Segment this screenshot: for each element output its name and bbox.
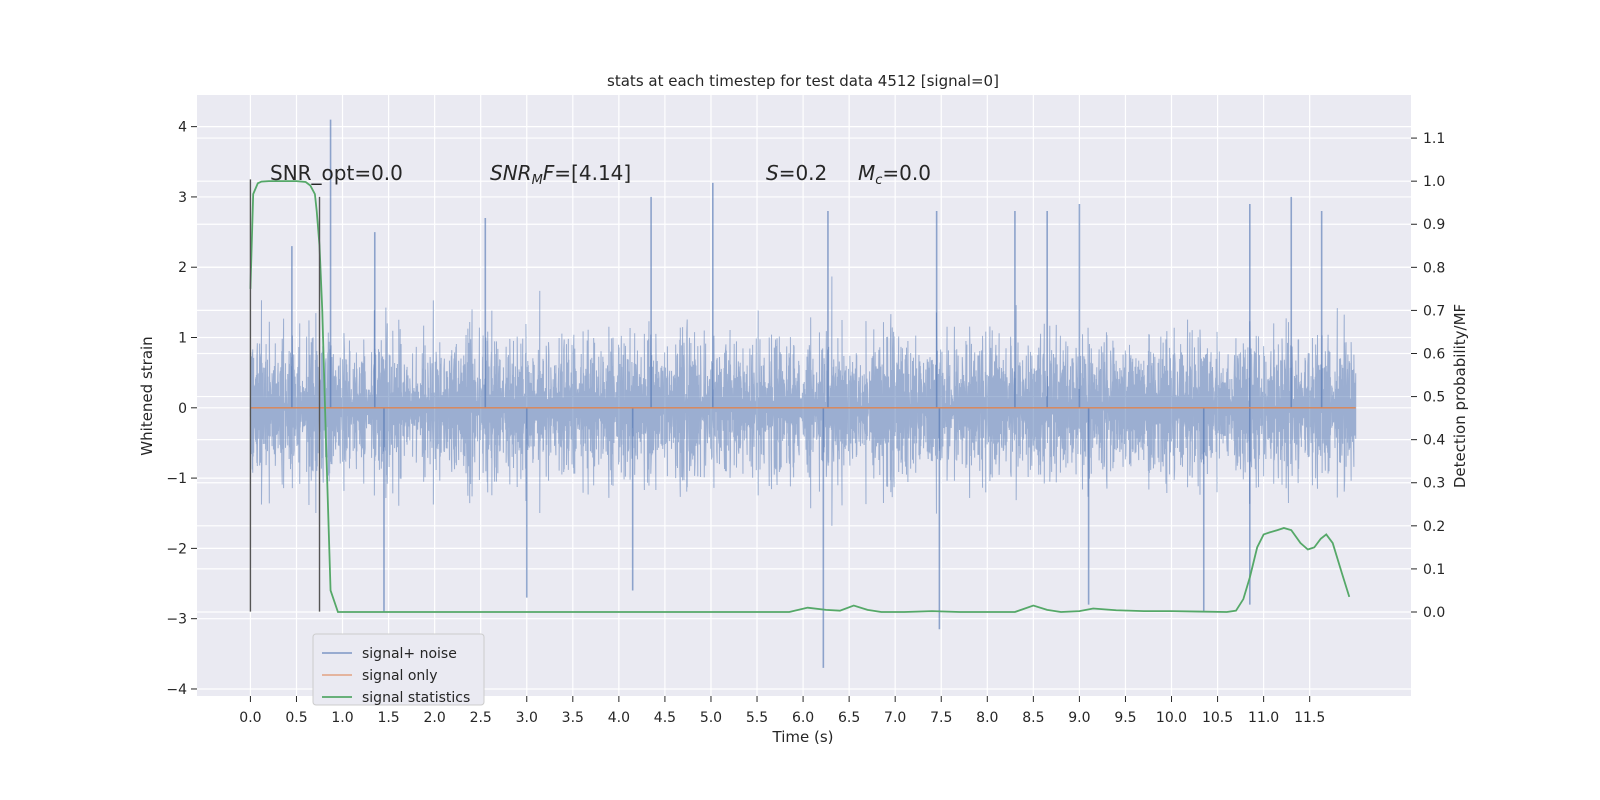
legend-label-2: signal statistics — [362, 690, 470, 706]
x-tick-label-5: 2.5 — [470, 710, 492, 726]
legend-box — [312, 633, 485, 706]
x-tick-label-21: 10.5 — [1202, 710, 1233, 726]
x-tick-label-8: 4.0 — [608, 710, 630, 726]
x-tick-label-15: 7.5 — [930, 710, 952, 726]
x-tick-label-11: 5.5 — [746, 710, 768, 726]
annotation-snr-mf: SNRMF=[4.14] — [490, 161, 631, 188]
x-tick-label-0: 0.0 — [239, 710, 261, 726]
y-axis-right-label: Detection probability/MF — [1451, 304, 1469, 488]
y-tick-label-4: 0 — [178, 401, 187, 417]
y-right-tick-label-1: 0.1 — [1423, 562, 1445, 578]
x-tick-label-10: 5.0 — [700, 710, 722, 726]
y-right-tick-label-9: 0.9 — [1423, 217, 1445, 233]
x-tick-label-3: 1.5 — [377, 710, 399, 726]
y-right-tick-label-11: 1.1 — [1423, 131, 1445, 147]
x-tick-label-12: 6.0 — [792, 710, 814, 726]
annotation-snr-opt: SNR_opt=0.0 — [270, 161, 403, 185]
y-axis-right: 0.0 0.1 0.2 0.3 0.4 0.5 0.6 0.7 0.8 0.9 1.0 1.1 — [1411, 131, 1445, 621]
y-right-tick-label-5: 0.5 — [1423, 390, 1445, 406]
y-tick-label-2: −2 — [166, 541, 187, 557]
y-tick-label-3: −1 — [166, 471, 187, 487]
x-tick-label-17: 8.5 — [1022, 710, 1044, 726]
y-tick-label-5: 1 — [178, 331, 187, 347]
x-tick-label-2: 1.0 — [331, 710, 353, 726]
y-right-tick-label-2: 0.2 — [1423, 519, 1445, 535]
x-tick-label-6: 3.0 — [516, 710, 538, 726]
annotation-mc: Mc=0.0 — [858, 161, 931, 188]
x-tick-label-14: 7.0 — [884, 710, 906, 726]
legend: signal+ noise signal only signal statistic… — [312, 633, 485, 706]
x-tick-label-23: 11.5 — [1294, 710, 1325, 726]
y-tick-label-8: 4 — [178, 120, 187, 136]
y-tick-label-1: −3 — [166, 612, 187, 628]
x-tick-label-20: 10.0 — [1156, 710, 1187, 726]
x-tick-label-19: 9.5 — [1114, 710, 1136, 726]
legend-label-0: signal+ noise — [362, 646, 457, 662]
annotations: SNR_opt=0.0 SNRMF=[4.14] S=0.2 Mc=0.0 — [270, 161, 931, 188]
x-axis: 0.0 0.5 1.0 1.5 2.0 2.5 3.0 3.5 4.0 4.5 5.0 5.5 6.0 6… — [239, 696, 1325, 726]
y-right-tick-label-8: 0.8 — [1423, 260, 1445, 276]
y-right-tick-label-10: 1.0 — [1423, 174, 1445, 190]
x-tick-label-13: 6.5 — [838, 710, 860, 726]
x-axis-label: Time (s) — [772, 728, 834, 746]
x-tick-label-18: 9.0 — [1068, 710, 1090, 726]
y-tick-label-0: −4 — [166, 682, 187, 698]
x-tick-label-1: 0.5 — [285, 710, 307, 726]
x-tick-label-9: 4.5 — [654, 710, 676, 726]
line-series-layer — [249, 179, 1356, 613]
y-right-tick-label-0: 0.0 — [1423, 605, 1445, 621]
signal-statistics-line — [249, 180, 1351, 613]
x-tick-label-16: 8.0 — [976, 710, 998, 726]
y-right-tick-label-4: 0.4 — [1423, 433, 1445, 449]
y-axis-label: Whitened strain — [138, 336, 156, 455]
y-right-tick-label-3: 0.3 — [1423, 476, 1445, 492]
y-right-tick-label-7: 0.7 — [1423, 303, 1445, 319]
annotation-s: S=0.2 — [766, 161, 827, 185]
x-tick-label-4: 2.0 — [424, 710, 446, 726]
chart-title: stats at each timestep for test data 451… — [607, 72, 999, 90]
x-tick-label-7: 3.5 — [562, 710, 584, 726]
x-tick-label-22: 11.0 — [1248, 710, 1279, 726]
y-axis-left: −4 −3 −2 −1 0 1 2 3 4 — [166, 120, 197, 698]
y-right-tick-label-6: 0.6 — [1423, 346, 1445, 362]
legend-label-1: signal only — [362, 668, 437, 684]
y-tick-label-6: 2 — [178, 260, 187, 276]
y-tick-label-7: 3 — [178, 190, 187, 206]
